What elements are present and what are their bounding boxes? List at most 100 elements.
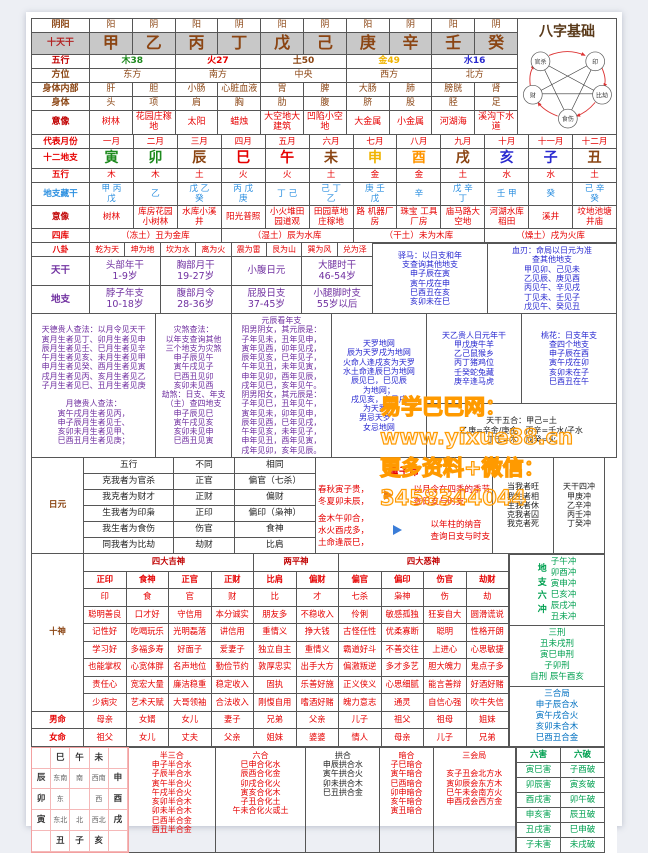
stems-cell: 阴: [303, 19, 347, 33]
taohua-rule: 桃花：日支年支 查四个地支 申子辰在酉 寅午戌在卯 亥卯未在子 巳酉丑在午: [522, 314, 617, 404]
branches-cell: 戊 乙 癸: [177, 182, 222, 206]
stems-cell: 丙: [175, 33, 219, 55]
shishen-cell: 能言善辩: [424, 676, 467, 695]
branches-cell: 五月: [265, 135, 310, 150]
shishen-cell: 兄弟: [254, 711, 297, 730]
shishen-cell: 艺术天赋: [126, 694, 169, 712]
shishen-cell: 枭神: [381, 589, 424, 607]
combinations-band: 巳午未辰东南南西南申卯东西酉寅东北北西北戌丑子亥 半三合 申子半合水 子辰半合水…: [31, 746, 618, 853]
shishen-cell: 上进心: [424, 641, 467, 660]
shishen-cell: 廉洁稳重: [169, 676, 212, 695]
node-guansha: 官杀: [535, 58, 547, 66]
shishen-cell: 才: [296, 589, 339, 607]
branches-cell: 土: [309, 168, 354, 183]
shensha-band: 天德贵人查法：以月令见天干 寅月生者见丁、卯月生者见申 辰月生者见壬、巳月生者见…: [31, 314, 617, 459]
branches-cell: （冻土）丑为金库: [90, 229, 222, 244]
diagram-cell: 未: [89, 747, 109, 769]
tongzi-title: 童子命: [389, 466, 419, 478]
branches-cell: 阳光普照: [221, 205, 266, 230]
diagram-cell: 北: [70, 810, 90, 831]
stems-cell: 中央: [261, 68, 347, 83]
stems-cell: 树林: [90, 110, 133, 136]
shishen-cell: 通灵: [381, 694, 424, 712]
shishen-cell: 责任心: [84, 676, 127, 695]
stems-cell: 木38: [90, 54, 176, 69]
shishen-cell: 官: [169, 589, 212, 607]
branches-cell: 壬 甲: [485, 182, 530, 206]
branches-cell: 意像: [32, 205, 90, 230]
bagua-cell: 艮为山: [266, 243, 303, 258]
stems-cell: 甲: [90, 33, 133, 55]
shishen-cell: 敦厚忠实: [254, 659, 297, 677]
stems-cell: 小肠: [175, 82, 219, 97]
shishen-cell: 古怪任性: [339, 624, 382, 642]
shishen-cell: 乐善好施: [296, 676, 339, 695]
shishen-cell: 出手大方: [296, 659, 339, 677]
node-yin: 印: [592, 59, 598, 66]
stems-cell: 胃: [261, 82, 304, 97]
branches-cell: 甲 丙 戊: [90, 182, 134, 206]
tongzi-seasonal-rule: 以月令在四季的季节 查日支与时支: [413, 485, 490, 507]
shishen-cell: 胆大魄力: [424, 659, 467, 677]
branches-cell: 五行: [32, 168, 90, 183]
branches-cell: 戊 辛 丁: [441, 182, 486, 206]
stems-cell: 阳: [90, 19, 133, 33]
bagua-cell: 震为雷: [231, 243, 267, 258]
branches-cell: 丁 己: [265, 182, 310, 206]
shishen-cell: 女婿: [126, 711, 169, 730]
stems-table: 阴阳阳阴阳阴阳阴阳阴阳阴十天干甲乙丙丁戊己庚辛壬癸五行 木38 火27 土50 金49 水…: [31, 18, 518, 136]
node-cai: 财: [530, 91, 536, 99]
zaisha-jiesha-rule: 灾煞查法： 以年支查询其他 三个地支为灾煞 申子辰见午 寅午戌见子 巳酉丑见卯 …: [156, 314, 232, 459]
bagua-cell: 坎为水: [160, 243, 197, 258]
shishen-cell: 妻子: [211, 711, 254, 730]
diagram-cell: 卯: [32, 789, 52, 811]
spacer: [605, 746, 618, 853]
shishen-cell: 守信用: [169, 606, 212, 625]
shishen-cell: 宽宏大量: [126, 676, 169, 695]
shishen-cell: 七杀: [339, 589, 382, 607]
diagram-cell: [32, 747, 52, 769]
dizhi-liuchong-items: 子午冲 卯酉冲 寅申冲 巳亥冲 辰戌冲 丑未冲: [550, 557, 577, 623]
stems-cell: 阳: [261, 19, 304, 33]
diagram-cell: 寅: [32, 810, 52, 831]
shishen-cell: 比: [254, 589, 297, 607]
shishen-cell: 婆婆: [296, 729, 339, 747]
branches-cell: 木: [90, 168, 134, 183]
sanheju-list: 三合局 申子辰合水 寅午戌合火 亥卯未合木 巳酉丑合金: [509, 686, 605, 747]
gonghe-list: 拱合 申辰拱合水 寅午拱合火 卯未拱合木 巳丑拱合金: [306, 746, 381, 853]
bagua-row: 八卦 乾为天 坤为地 坎为水 离为火 震为雷 艮为山 巽为风 兑为泽: [31, 243, 373, 258]
stems-cell: 胫: [432, 96, 476, 111]
shishen-cell: 偏财: [296, 571, 339, 590]
shishen-cell: 情人: [339, 729, 382, 747]
shishen-cell: 圆滑谎说: [466, 606, 509, 625]
branches-cell: 卯: [133, 149, 178, 169]
stems-cell: 南方: [175, 68, 262, 83]
blue-arrow-icon: [392, 525, 407, 536]
shishen-cell: 四大恶神: [339, 554, 509, 572]
branches-cell: 土: [573, 168, 617, 183]
branches-cell: 午: [265, 149, 310, 169]
stems-cell: 项: [132, 96, 176, 111]
bagua-cell: 离为火: [196, 243, 232, 258]
branches-cell: 六月: [309, 135, 354, 150]
branches-cell: 二月: [133, 135, 178, 150]
branches-cell: 河湖水库稻田: [485, 205, 530, 230]
shishen-cell: 伤官: [424, 571, 467, 590]
sanxing-list: 三刑 丑未戌刑 寅巳申刑 子卯刑 自刑 辰午酉亥: [509, 626, 605, 687]
shishen-cell: 勤俭节约: [211, 659, 254, 677]
liuhe-list: 六合 巳申合化水 辰酉合化金 卯戌合化火 寅亥合化木 子丑合化土 午未合化火或土: [215, 746, 307, 853]
stems-cell: 脐: [346, 96, 390, 111]
stems-cell: 大空地大建筑: [261, 110, 304, 136]
branches-table: 代表月份 一月 二月 三月 四月 五月 六月 七月 八月 九月 十月 十一月 十二月 十二地支寅卯辰巳午未…: [31, 135, 617, 244]
branches-cell: 己 丁 乙: [309, 182, 354, 206]
diagram-cell: 申: [108, 768, 128, 790]
stems-cell: 癸: [475, 33, 518, 55]
branches-cell: 辛: [397, 182, 442, 206]
branches-cell: 庚 壬 戊: [353, 182, 398, 206]
branches-cell: 戌: [441, 149, 486, 169]
branches-cell: 小火堆田园道观: [265, 205, 310, 230]
shishen-cell: 重情义: [254, 624, 297, 642]
diagram-cell: 南: [70, 768, 90, 790]
tiangan-wuhe-rule: 天干五合：甲己=土 乙庚=辛金/庚金 丙辛=壬水/子水 丁壬=木 戊癸=火: [427, 403, 617, 459]
stems-cell: 花园庄稼地: [132, 110, 176, 136]
